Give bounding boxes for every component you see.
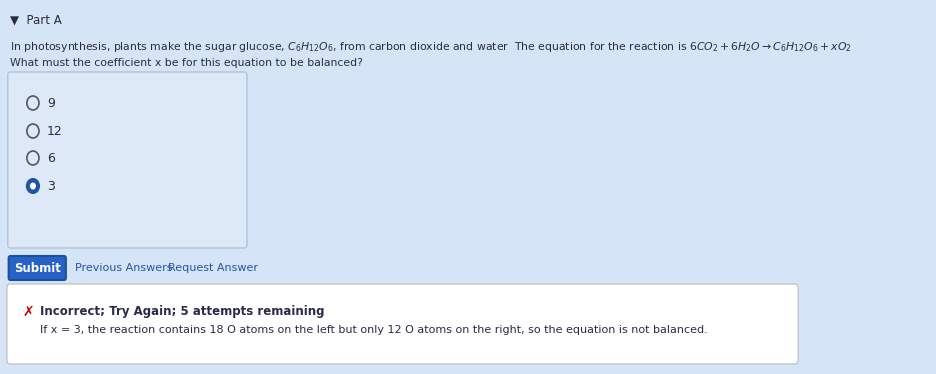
FancyBboxPatch shape xyxy=(8,256,66,280)
Text: 9: 9 xyxy=(47,96,54,110)
Text: Incorrect; Try Again; 5 attempts remaining: Incorrect; Try Again; 5 attempts remaini… xyxy=(40,305,324,318)
Text: 3: 3 xyxy=(47,180,54,193)
Text: ✗: ✗ xyxy=(22,305,34,319)
Text: ▼  Part A: ▼ Part A xyxy=(10,14,62,27)
Circle shape xyxy=(27,179,39,193)
Text: Request Answer: Request Answer xyxy=(168,263,257,273)
FancyBboxPatch shape xyxy=(7,284,797,364)
Text: Previous Answers: Previous Answers xyxy=(75,263,172,273)
Circle shape xyxy=(30,183,36,190)
Text: 6: 6 xyxy=(47,151,54,165)
Circle shape xyxy=(27,96,39,110)
Text: 12: 12 xyxy=(47,125,63,138)
Text: In photosynthesis, plants make the sugar glucose, $C_6H_{12}O_6$, from carbon di: In photosynthesis, plants make the sugar… xyxy=(10,40,852,54)
Text: Submit: Submit xyxy=(14,261,61,275)
FancyBboxPatch shape xyxy=(7,72,247,248)
Circle shape xyxy=(27,151,39,165)
Circle shape xyxy=(27,124,39,138)
Text: If x = 3, the reaction contains 18 O atoms on the left but only 12 O atoms on th: If x = 3, the reaction contains 18 O ato… xyxy=(40,325,707,335)
Text: What must the coefficient x be for this equation to be balanced?: What must the coefficient x be for this … xyxy=(10,58,363,68)
